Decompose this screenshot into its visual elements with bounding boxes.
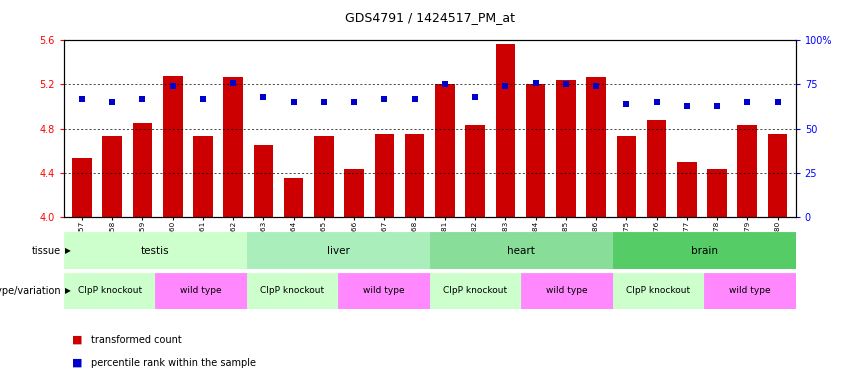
Point <box>680 103 694 109</box>
Bar <box>430 232 613 269</box>
Bar <box>647 120 666 217</box>
Bar <box>155 273 247 309</box>
Bar <box>435 84 454 217</box>
Point <box>317 99 331 105</box>
Bar <box>465 125 485 217</box>
Bar <box>254 145 273 217</box>
Text: genotype/variation: genotype/variation <box>0 286 61 296</box>
Bar <box>677 162 697 217</box>
Text: wild type: wild type <box>729 286 771 295</box>
Point <box>135 96 149 102</box>
Bar <box>405 134 425 217</box>
Text: GDS4791 / 1424517_PM_at: GDS4791 / 1424517_PM_at <box>345 11 515 24</box>
Text: liver: liver <box>327 245 350 256</box>
Bar <box>133 123 152 217</box>
Text: transformed count: transformed count <box>91 335 182 345</box>
Text: ClpP knockout: ClpP knockout <box>443 286 507 295</box>
Point <box>499 83 512 89</box>
Bar <box>64 232 247 269</box>
Text: ▶: ▶ <box>65 246 71 255</box>
Text: ▶: ▶ <box>65 286 71 295</box>
Text: heart: heart <box>507 245 535 256</box>
Bar <box>613 273 704 309</box>
Point <box>711 103 724 109</box>
Text: ■: ■ <box>72 358 83 368</box>
Point <box>166 83 180 89</box>
Text: tissue: tissue <box>32 245 61 256</box>
Bar <box>64 273 155 309</box>
Text: ClpP knockout: ClpP knockout <box>260 286 324 295</box>
Point <box>257 94 271 100</box>
Point <box>347 99 361 105</box>
Point <box>226 79 240 86</box>
Point <box>620 101 633 107</box>
Bar <box>102 136 122 217</box>
Text: wild type: wild type <box>363 286 405 295</box>
Text: wild type: wild type <box>180 286 222 295</box>
Bar <box>738 125 757 217</box>
Point <box>196 96 209 102</box>
Bar <box>526 84 545 217</box>
Bar <box>338 273 430 309</box>
Point <box>106 99 119 105</box>
Point <box>771 99 785 105</box>
Bar <box>707 169 727 217</box>
Bar <box>521 273 613 309</box>
Point <box>528 79 542 86</box>
Point <box>589 83 603 89</box>
Point <box>438 81 452 88</box>
Text: ClpP knockout: ClpP knockout <box>77 286 141 295</box>
Point <box>75 96 89 102</box>
Bar <box>495 44 515 217</box>
Bar <box>430 273 521 309</box>
Text: brain: brain <box>691 245 717 256</box>
Point <box>468 94 482 100</box>
Point <box>408 96 421 102</box>
Bar <box>345 169 364 217</box>
Bar <box>284 178 304 217</box>
Bar <box>247 232 430 269</box>
Bar <box>768 134 787 217</box>
Bar <box>247 273 338 309</box>
Point <box>650 99 664 105</box>
Text: ■: ■ <box>72 335 83 345</box>
Point <box>378 96 391 102</box>
Bar <box>556 80 575 217</box>
Point <box>559 81 573 88</box>
Bar <box>72 159 92 217</box>
Text: ClpP knockout: ClpP knockout <box>626 286 690 295</box>
Text: wild type: wild type <box>546 286 588 295</box>
Point <box>287 99 300 105</box>
Bar <box>586 77 606 217</box>
Bar <box>163 76 182 217</box>
Bar <box>613 232 796 269</box>
Bar <box>616 136 637 217</box>
Bar <box>193 136 213 217</box>
Point <box>740 99 754 105</box>
Bar <box>704 273 796 309</box>
Bar <box>314 136 334 217</box>
Bar <box>374 134 394 217</box>
Text: percentile rank within the sample: percentile rank within the sample <box>91 358 256 368</box>
Bar <box>223 77 243 217</box>
Text: testis: testis <box>141 245 169 256</box>
